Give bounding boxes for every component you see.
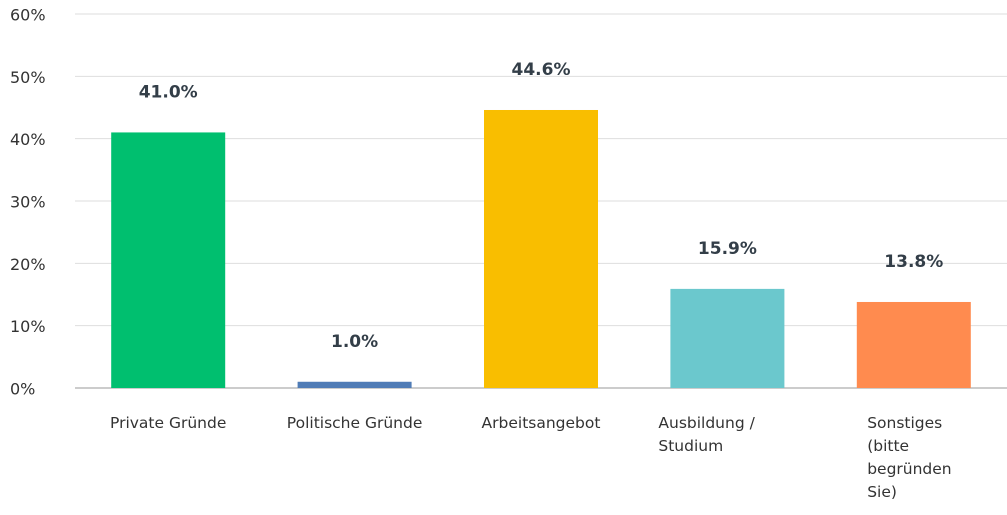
bar [856,301,971,388]
x-tick-label: Sonstiges (bitte begründen Sie) [867,414,952,501]
value-label: 1.0% [331,332,378,352]
bar [111,132,226,388]
y-tick-label: 10% [10,317,46,336]
bar [670,288,785,388]
y-tick-label: 0% [10,380,35,399]
x-tick-label: Private Gründe [110,414,227,432]
bar [484,109,598,388]
x-tick-label: Arbeitsangebot [481,414,601,432]
y-tick-label: 30% [10,193,46,212]
y-tick-label: 40% [10,130,46,149]
y-tick-label: 50% [10,68,46,87]
x-tick-label: Politische Gründe [286,414,423,432]
y-tick-label: 60% [10,6,46,25]
bar [297,381,412,388]
y-tick-label: 20% [10,255,46,274]
value-label: 13.8% [884,252,943,272]
value-label: 44.6% [512,60,571,80]
value-label: 41.0% [139,82,198,102]
value-label: 15.9% [698,239,757,259]
x-tick-label: Ausbildung / Studium [658,414,755,455]
